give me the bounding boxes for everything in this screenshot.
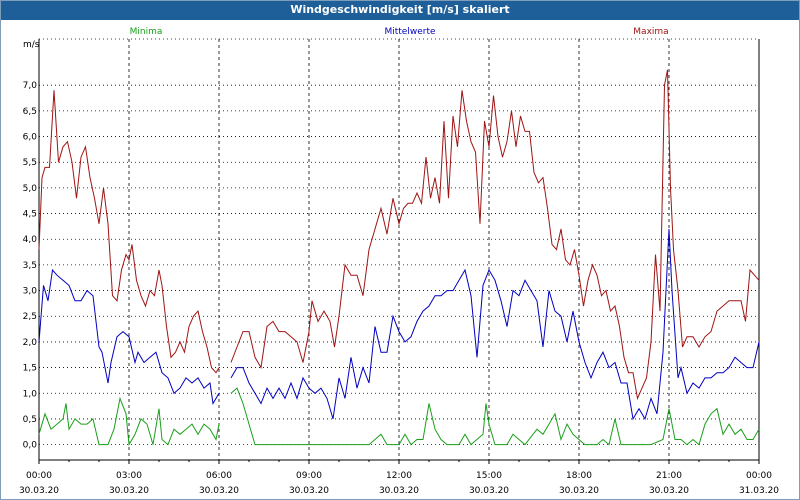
x-tick-date: 30.03.20 (19, 486, 59, 496)
x-tick-time: 12:00 (386, 471, 412, 481)
axes: m/s 0,0 0,5 1,0 1,5 2,0 2,5 3,0 3,5 4,0 4,5 5,0 5,5… (19, 39, 779, 496)
x-tick-time: 00:00 (26, 471, 52, 481)
x-tick-time: 09:00 (296, 471, 322, 481)
y-tick-label: 6,5 (23, 107, 37, 117)
y-tick-label: 4,0 (23, 235, 38, 245)
x-tick-date: 30.03.20 (559, 486, 599, 496)
y-tick-label: 3,0 (23, 287, 38, 297)
y-tick-label: 1,0 (23, 389, 38, 399)
legend-max: Maxima (633, 27, 668, 37)
series-line-mean (38, 268, 220, 405)
y-tick-label: 2,5 (23, 312, 37, 322)
series-line-max (38, 90, 220, 374)
series-line-min (230, 387, 760, 446)
x-tick-time: 03:00 (116, 471, 142, 481)
x-tick-time: 00:00 (746, 471, 772, 481)
y-tick-label: 4,5 (23, 210, 37, 220)
x-tick-date: 30.03.20 (199, 486, 239, 496)
y-axis-label: m/s (23, 40, 40, 50)
grid (39, 38, 759, 460)
x-tick-date: 30.03.20 (379, 486, 419, 496)
y-tick-label: 0,0 (23, 441, 38, 451)
series-line-mean (230, 228, 760, 421)
chart-title: Windgeschwindigkeit [m/s] skaliert (0, 0, 800, 20)
x-tick-time: 21:00 (656, 471, 682, 481)
wind-speed-chart: m/s 0,0 0,5 1,0 1,5 2,0 2,5 3,0 3,5 4,0 4,5 5,0 5,5… (19, 27, 779, 496)
x-tick-date: 30.03.20 (109, 486, 149, 496)
y-tick-label: 5,5 (23, 158, 37, 168)
series-line-min (38, 396, 220, 447)
x-tick-date: 30.03.20 (649, 486, 689, 496)
y-tick-label: 1,5 (23, 364, 37, 374)
x-tick-date: 31.03.20 (739, 486, 779, 496)
x-tick-date: 30.03.20 (289, 486, 329, 496)
x-tick-time: 18:00 (566, 471, 592, 481)
x-tick-date: 30.03.20 (469, 486, 509, 496)
y-tick-label: 5,0 (23, 184, 38, 194)
y-tick-label: 6,0 (23, 133, 38, 143)
series-line-max (230, 69, 760, 401)
y-tick-label: 0,5 (23, 415, 37, 425)
y-tick-label: 3,5 (23, 261, 37, 271)
x-tick-time: 06:00 (206, 471, 232, 481)
legend-mean: Mittelwerte (384, 27, 435, 37)
legend: Minima Mittelwerte Maxima (130, 27, 669, 37)
legend-min: Minima (130, 27, 163, 37)
y-tick-label: 7,0 (23, 81, 38, 91)
series (38, 69, 760, 447)
y-tick-label: 2,0 (23, 338, 38, 348)
x-tick-time: 15:00 (476, 471, 502, 481)
